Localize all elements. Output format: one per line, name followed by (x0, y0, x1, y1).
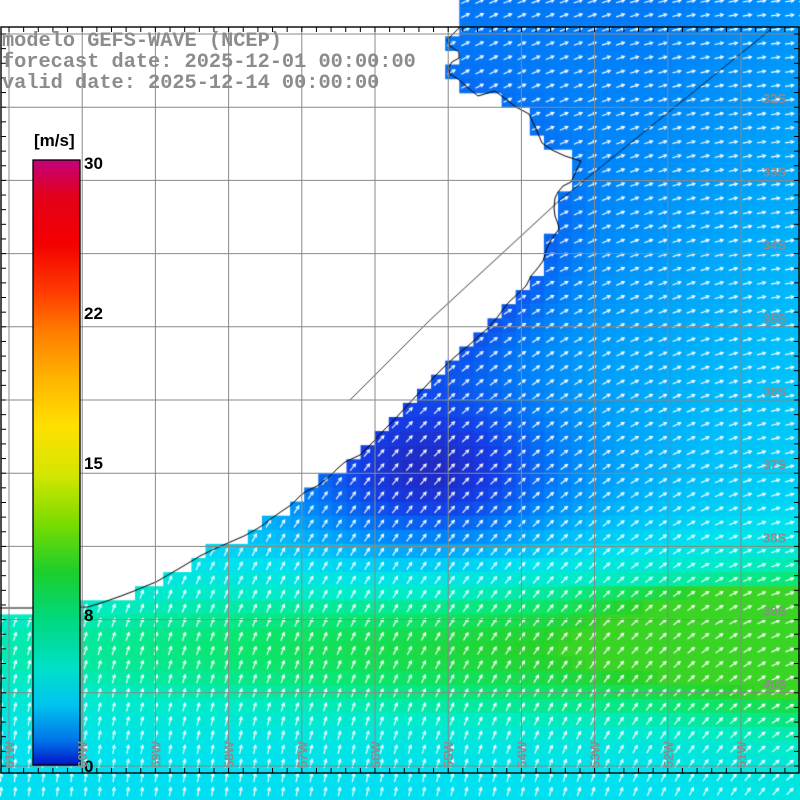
svg-text:8: 8 (84, 606, 93, 625)
svg-text:37S: 37S (763, 457, 786, 472)
svg-text:33S: 33S (763, 164, 786, 179)
svg-text:60W: 60W (75, 741, 90, 768)
svg-text:valid date: 2025-12-14 00:00:0: valid date: 2025-12-14 00:00:00 (2, 72, 379, 95)
svg-text:30: 30 (84, 154, 103, 173)
svg-text:58W: 58W (222, 741, 237, 768)
svg-text:35S: 35S (763, 311, 786, 326)
svg-text:61W: 61W (2, 741, 17, 768)
svg-text:forecast date: 2025-12-01 00:0: forecast date: 2025-12-01 00:00:00 (2, 51, 416, 74)
svg-text:[m/s]: [m/s] (34, 131, 75, 150)
svg-text:38S: 38S (763, 530, 786, 545)
svg-text:51W: 51W (734, 741, 749, 768)
svg-text:modelo GEFS-WAVE (NCEP): modelo GEFS-WAVE (NCEP) (2, 30, 282, 53)
svg-text:52W: 52W (661, 741, 676, 768)
svg-text:53W: 53W (588, 741, 603, 768)
svg-text:39S: 39S (763, 604, 786, 619)
svg-text:55W: 55W (441, 741, 456, 768)
svg-text:36S: 36S (763, 384, 786, 399)
svg-text:32S: 32S (763, 91, 786, 106)
svg-text:59W: 59W (148, 741, 163, 768)
svg-text:56W: 56W (368, 741, 383, 768)
svg-text:54W: 54W (514, 741, 529, 768)
svg-text:34S: 34S (763, 238, 786, 253)
svg-text:22: 22 (84, 304, 103, 323)
svg-text:40S: 40S (763, 677, 786, 692)
svg-text:15: 15 (84, 454, 103, 473)
svg-text:57W: 57W (295, 741, 310, 768)
